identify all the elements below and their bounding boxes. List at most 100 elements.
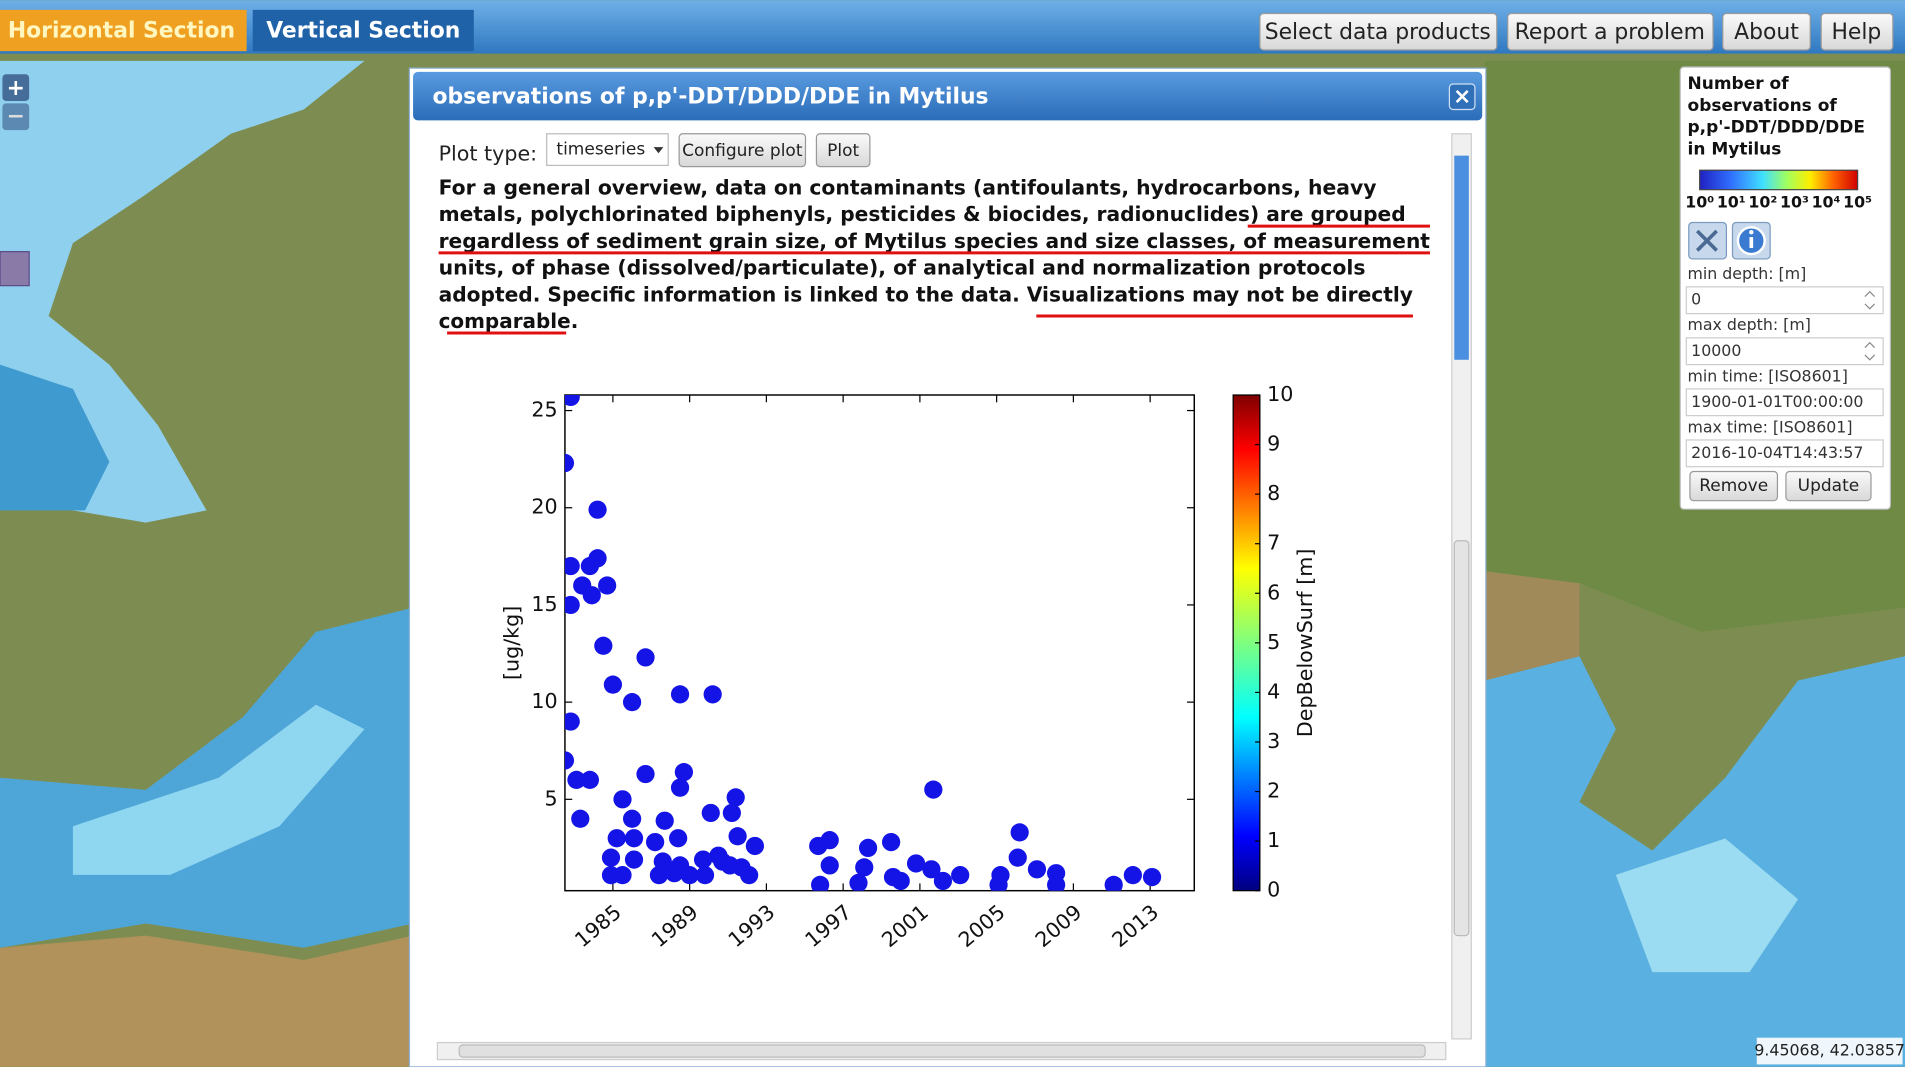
colorbar-tick-label: 7 xyxy=(1267,531,1280,555)
point xyxy=(849,874,867,892)
y-axis-label: [ug/kg] xyxy=(500,606,524,680)
point xyxy=(613,866,631,884)
point xyxy=(650,866,668,884)
notice-line: comparable. xyxy=(439,309,579,333)
point xyxy=(1143,868,1161,886)
button-label[interactable]: Plot xyxy=(827,141,859,161)
point xyxy=(727,788,745,806)
legend-tick-label: 10⁴ xyxy=(1812,193,1841,212)
colorbar-tick-label: 8 xyxy=(1267,481,1280,505)
y-tick-label: 5 xyxy=(545,786,558,810)
zoom-in-label[interactable]: + xyxy=(7,76,25,101)
point xyxy=(924,780,942,798)
point xyxy=(625,850,643,868)
panel-title-line: Number of xyxy=(1688,74,1790,94)
colorbar-tick-label: 10 xyxy=(1267,382,1293,406)
point xyxy=(702,804,720,822)
nav-buttons: Select data products Report a problem Ab… xyxy=(1260,14,1893,50)
field-value[interactable]: 10000 xyxy=(1691,341,1741,360)
notice-line: For a general overview, data on contamin… xyxy=(439,175,1377,199)
button-label[interactable]: Remove xyxy=(1699,476,1768,496)
field-label: max time: [ISO8601] xyxy=(1688,417,1853,436)
legend-tick-label: 10² xyxy=(1748,193,1777,212)
point xyxy=(636,765,654,783)
point xyxy=(665,864,683,882)
point xyxy=(625,829,643,847)
field-label: min depth: [m] xyxy=(1688,264,1807,283)
plot-type-value[interactable]: timeseries xyxy=(556,140,645,160)
colorbar-tick-label: 9 xyxy=(1267,432,1280,456)
dialog-title: observations of p,p'-DDT/DDD/DDE in Myti… xyxy=(433,84,989,109)
point xyxy=(696,866,714,884)
point xyxy=(892,872,910,890)
panel-title-line: in Mytilus xyxy=(1688,140,1782,160)
point xyxy=(704,685,722,703)
legend-tick-label: 10³ xyxy=(1780,193,1809,212)
point xyxy=(636,648,654,666)
point xyxy=(1028,860,1046,878)
point xyxy=(581,771,599,789)
nav-label[interactable]: Help xyxy=(1831,20,1881,45)
button-label[interactable]: Configure plot xyxy=(682,141,803,161)
point xyxy=(723,804,741,822)
field-label: max depth: [m] xyxy=(1688,315,1811,334)
point xyxy=(604,676,622,694)
coordinates: 9.45068, 42.03857 xyxy=(1754,1041,1905,1060)
point xyxy=(1124,866,1142,884)
close-label[interactable]: × xyxy=(1453,84,1471,109)
colorbar-tick-label: 0 xyxy=(1267,878,1280,902)
point xyxy=(671,779,689,797)
panel-title-line: observations of xyxy=(1688,96,1838,116)
zoom-out-label[interactable]: − xyxy=(7,104,25,129)
point xyxy=(1011,823,1029,841)
layer-panel: Number of observations of p,p'-DDT/DDD/D… xyxy=(1680,67,1890,509)
nav-label[interactable]: Report a problem xyxy=(1515,20,1705,45)
nav-label[interactable]: Select data products xyxy=(1265,20,1491,45)
info-glyph xyxy=(1749,237,1753,248)
point xyxy=(671,685,689,703)
button-label[interactable]: Update xyxy=(1798,476,1860,496)
point xyxy=(821,831,839,849)
point xyxy=(740,866,758,884)
point xyxy=(571,810,589,828)
notice-line: adopted. Specific information is linked … xyxy=(439,282,1414,306)
legend-tick-label: 10⁰ xyxy=(1685,193,1714,212)
colorbar-tick-label: 1 xyxy=(1267,828,1280,852)
field-value[interactable]: 0 xyxy=(1691,290,1701,309)
field-label: min time: [ISO8601] xyxy=(1688,366,1848,385)
notice-line: units, of phase (dissolved/particulate),… xyxy=(439,256,1366,280)
nav-label[interactable]: About xyxy=(1734,20,1799,45)
point xyxy=(623,693,641,711)
plot-type-label: Plot type: xyxy=(439,141,538,165)
point xyxy=(602,849,620,867)
point xyxy=(588,549,606,567)
colorbar-tick-label: 3 xyxy=(1267,729,1280,753)
notice-line: metals, polychlorinated biphenyls, pesti… xyxy=(439,202,1406,226)
y-tick-label: 25 xyxy=(531,398,557,422)
point xyxy=(608,829,626,847)
legend-tick-label: 10¹ xyxy=(1717,193,1746,212)
legend-tick-label: 10⁵ xyxy=(1843,193,1872,212)
point xyxy=(675,763,693,781)
y-tick-label: 15 xyxy=(531,592,557,616)
tab-label[interactable]: Horizontal Section xyxy=(8,19,235,44)
v-scroll-thumb[interactable] xyxy=(1454,541,1469,936)
point xyxy=(934,872,952,890)
point xyxy=(746,837,764,855)
map-marker[interactable] xyxy=(0,252,29,286)
field-value[interactable]: 1900-01-01T00:00:00 xyxy=(1691,392,1863,411)
map-land xyxy=(0,936,413,1067)
colorbar-tick-label: 5 xyxy=(1267,630,1280,654)
h-scroll-thumb[interactable] xyxy=(459,1045,1425,1057)
point xyxy=(598,576,616,594)
point xyxy=(594,637,612,655)
tab-label[interactable]: Vertical Section xyxy=(266,19,460,44)
point xyxy=(713,852,731,870)
v-scroll-thumb[interactable] xyxy=(1454,156,1469,360)
point xyxy=(951,866,969,884)
point xyxy=(669,829,687,847)
screen: Horizontal Section Vertical Section Sele… xyxy=(0,0,1905,1067)
colorbar-tick-label: 6 xyxy=(1267,580,1280,604)
field-input[interactable] xyxy=(1686,287,1883,314)
field-value[interactable]: 2016-10-04T14:43:57 xyxy=(1691,443,1863,462)
